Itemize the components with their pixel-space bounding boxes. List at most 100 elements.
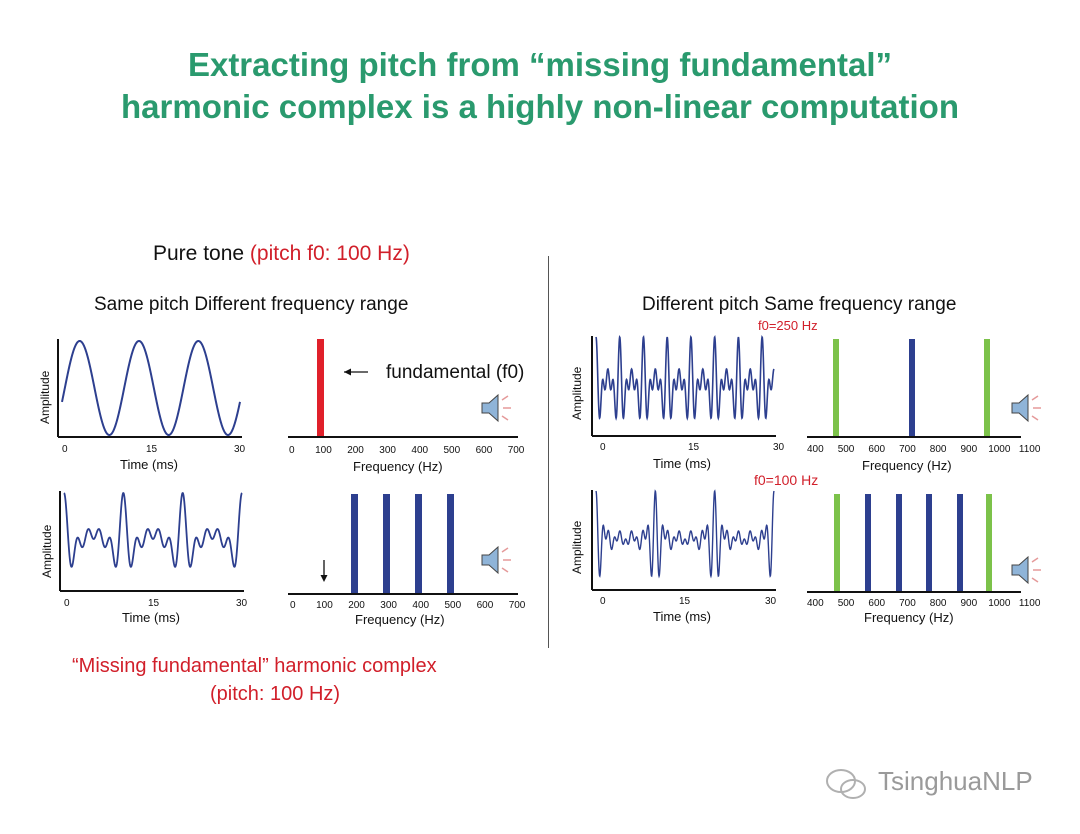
pure-tone-label: Pure tone <box>153 242 245 265</box>
spectrum-bar-500hz <box>447 494 454 594</box>
freq-tick-100: 100 <box>315 445 332 456</box>
speaker-icon[interactable] <box>480 392 516 424</box>
time-tick-0: 0 <box>62 444 68 455</box>
spectrum-bar-500hz <box>834 494 840 592</box>
freq-tick-300: 300 <box>379 445 396 456</box>
spectrum-plot-right-bottom <box>807 494 1021 593</box>
pure-tone-heading: Pure tone (pitch f0: 100 Hz) <box>153 242 410 266</box>
spectrum-bar-800hz <box>926 494 932 592</box>
freq-tick-800: 800 <box>929 444 947 455</box>
freq-tick-0: 0 <box>290 600 296 611</box>
spectrum-plot-right-top <box>807 339 1021 438</box>
freq-tick-400: 400 <box>807 444 824 455</box>
speaker-icon[interactable] <box>1010 392 1046 424</box>
spectrum-bar-400hz <box>415 494 422 594</box>
spectrum-bar-500hz <box>833 339 839 437</box>
wechat-icon <box>826 769 866 799</box>
freq-tick-1100: 1100 <box>1018 444 1041 455</box>
f0-250-label: f0=250 Hz <box>758 318 818 333</box>
freq-tick-200: 200 <box>348 600 365 611</box>
spectrum-bar-900hz <box>957 494 963 592</box>
missing-f0-arrow-head <box>320 575 328 582</box>
spectrum-bar-600hz <box>865 494 871 592</box>
time-tick-30: 30 <box>765 596 777 607</box>
pitch-note: (pitch f0: 100 Hz) <box>249 242 410 265</box>
slide-title: Extracting pitch from “missing fundament… <box>0 44 1080 128</box>
freq-tick-1100: 1100 <box>1018 598 1041 609</box>
spectrum-plot-left-top <box>288 339 518 438</box>
freq-tick-100: 100 <box>316 600 333 611</box>
spectrum-bar-200hz <box>351 494 358 594</box>
freq-tick-1000: 1000 <box>988 444 1011 455</box>
waveform-plot-right-top <box>591 335 776 437</box>
spectrum-bar-300hz <box>383 494 390 594</box>
caption-line-1: “Missing fundamental” harmonic complex <box>72 655 437 677</box>
waveform-line <box>595 489 775 579</box>
freq-label-rb: Frequency (Hz) <box>864 610 954 625</box>
waveform-line <box>63 491 243 568</box>
freq-tick-700: 700 <box>508 600 526 611</box>
title-line-1: Extracting pitch from “missing fundament… <box>187 46 893 83</box>
freq-tick-300: 300 <box>380 600 397 611</box>
time-label-rt: Time (ms) <box>653 456 712 471</box>
freq-label-lt: Frequency (Hz) <box>353 459 443 474</box>
caption-line-2: (pitch: 100 Hz) <box>210 683 341 705</box>
time-tick-15: 15 <box>688 442 700 453</box>
waveform-line <box>61 339 241 437</box>
amplitude-label-rb: Amplitude <box>570 520 584 574</box>
time-label-rb: Time (ms) <box>653 609 712 624</box>
right-subheading: Different pitch Same frequency range <box>642 294 957 315</box>
freq-tick-500: 500 <box>444 600 462 611</box>
freq-tick-500: 500 <box>837 444 855 455</box>
waveform-line <box>595 335 775 421</box>
time-tick-15: 15 <box>148 598 160 609</box>
freq-tick-700: 700 <box>899 444 916 455</box>
freq-tick-500: 500 <box>443 445 461 456</box>
title-line-2: harmonic complex is a highly non-linear … <box>121 88 959 125</box>
panel-divider <box>548 256 549 648</box>
freq-tick-700: 700 <box>899 598 916 609</box>
time-tick-0: 0 <box>64 598 70 609</box>
waveform-plot-left-bottom <box>59 491 244 592</box>
freq-tick-900: 900 <box>960 598 978 609</box>
freq-tick-800: 800 <box>929 598 947 609</box>
arrow-head <box>344 368 351 376</box>
freq-tick-600: 600 <box>868 598 886 609</box>
time-label-lt: Time (ms) <box>120 457 179 472</box>
time-tick-15: 15 <box>679 596 691 607</box>
speaker-icon[interactable] <box>480 544 516 576</box>
waveform-plot-right-bottom <box>591 489 776 591</box>
freq-tick-500: 500 <box>837 598 855 609</box>
freq-tick-200: 200 <box>347 445 364 456</box>
f0-100-label: f0=100 Hz <box>754 472 819 488</box>
spectrum-bar-700hz <box>896 494 902 592</box>
freq-tick-1000: 1000 <box>988 598 1011 609</box>
freq-tick-600: 600 <box>868 444 886 455</box>
time-tick-30: 30 <box>234 444 246 455</box>
spectrum-bar-100hz <box>317 339 324 437</box>
freq-tick-400: 400 <box>412 600 430 611</box>
freq-label-rt: Frequency (Hz) <box>862 458 952 473</box>
spectrum-bar-1000hz <box>986 494 992 592</box>
freq-label-lb: Frequency (Hz) <box>355 612 445 627</box>
waveform-plot-left-top <box>57 339 242 438</box>
time-tick-15: 15 <box>146 444 158 455</box>
freq-tick-600: 600 <box>476 600 494 611</box>
fundamental-label: fundamental (f0) <box>386 362 525 383</box>
time-tick-0: 0 <box>600 596 606 607</box>
spectrum-bar-750hz <box>909 339 915 437</box>
freq-tick-900: 900 <box>960 444 978 455</box>
freq-tick-400: 400 <box>411 445 429 456</box>
freq-tick-700: 700 <box>507 445 525 456</box>
freq-tick-600: 600 <box>475 445 493 456</box>
left-subheading: Same pitch Different frequency range <box>94 294 409 315</box>
freq-tick-0: 0 <box>289 445 295 456</box>
spectrum-plot-left-bottom <box>288 494 518 595</box>
amplitude-label-rt: Amplitude <box>570 366 584 420</box>
watermark-text: TsinghuaNLP <box>878 766 1033 796</box>
time-tick-0: 0 <box>600 442 606 453</box>
time-tick-30: 30 <box>236 598 248 609</box>
spectrum-bar-1000hz <box>984 339 990 437</box>
speaker-icon[interactable] <box>1010 554 1046 586</box>
time-label-lb: Time (ms) <box>122 610 181 625</box>
